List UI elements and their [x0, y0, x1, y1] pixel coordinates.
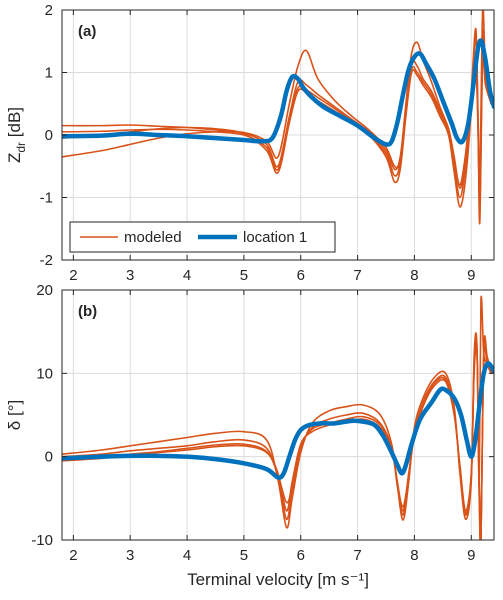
- y-tick-label: 10: [36, 365, 53, 382]
- y-tick-label: 20: [36, 282, 53, 299]
- x-tick-label: 6: [297, 267, 305, 284]
- x-tick-label: 4: [183, 267, 191, 284]
- series-line-location-1: [62, 38, 494, 147]
- legend-label-location-1: location 1: [243, 229, 307, 246]
- series-line-modeled: [62, 29, 492, 208]
- panel-b-delta: 2 3 4 5 6 7 8 9 -10 0 10 20 (b) δ [°]: [5, 282, 495, 564]
- panel-b-grid: [62, 289, 494, 541]
- panel-a-tag: (a): [78, 23, 96, 40]
- y-tick-label: -10: [31, 532, 53, 549]
- x-tick-label: 7: [353, 267, 361, 284]
- x-tick-label: 3: [126, 547, 134, 564]
- panel-a-ylabel: Zdr [dB]: [5, 107, 28, 163]
- y-tick-label: 0: [45, 127, 53, 144]
- series-line-modeled: [62, 10, 492, 189]
- panel-b-ticks: 2 3 4 5 6 7 8 9 -10 0 10 20: [31, 282, 494, 564]
- panel-a-ylabel-main: Z: [5, 153, 24, 163]
- x-tick-label: 6: [297, 547, 305, 564]
- x-axis-label: Terminal velocity [m s⁻¹]: [187, 570, 369, 589]
- panel-a-ylabel-unit: [dB]: [5, 107, 24, 142]
- x-tick-label: 9: [467, 267, 475, 284]
- x-tick-label: 4: [183, 547, 191, 564]
- panel-b-ylabel: δ [°]: [5, 400, 24, 430]
- series-line-modeled: [62, 337, 492, 540]
- panel-a-legend: modeled location 1: [69, 221, 336, 253]
- x-tick-label: 5: [240, 547, 248, 564]
- panel-a-ticks: 2 3 4 5 6 7 8 9 -2 -1 0 1 2: [40, 2, 494, 284]
- series-line-modeled: [62, 295, 492, 515]
- series-line-modeled: [62, 332, 492, 540]
- x-tick-label: 2: [69, 547, 77, 564]
- panel-b-axes-box: [61, 289, 495, 541]
- panel-a-zdr: 2 3 4 5 6 7 8 9 -2 -1 0 1 2 (a) Zdr [dB] modeled loc…: [5, 2, 495, 284]
- y-tick-label: -1: [40, 190, 53, 207]
- series-line-modeled: [62, 344, 492, 540]
- panel-b-series: [62, 295, 494, 540]
- x-tick-label: 8: [410, 267, 418, 284]
- x-tick-label: 2: [69, 267, 77, 284]
- panel-a-ylabel-sub: dr: [14, 142, 28, 153]
- series-line-location-1: [62, 361, 494, 480]
- x-tick-label: 7: [353, 547, 361, 564]
- x-tick-label: 9: [467, 547, 475, 564]
- y-tick-label: 1: [45, 65, 53, 82]
- y-tick-label: 2: [45, 2, 53, 19]
- x-tick-label: 8: [410, 547, 418, 564]
- legend-label-modeled: modeled: [124, 229, 182, 246]
- panel-b-tag: (b): [78, 303, 97, 320]
- panel-a-series: [62, 10, 494, 225]
- x-tick-label: 5: [240, 267, 248, 284]
- y-tick-label: -2: [40, 252, 53, 269]
- x-tick-label: 3: [126, 267, 134, 284]
- y-tick-label: 0: [45, 449, 53, 466]
